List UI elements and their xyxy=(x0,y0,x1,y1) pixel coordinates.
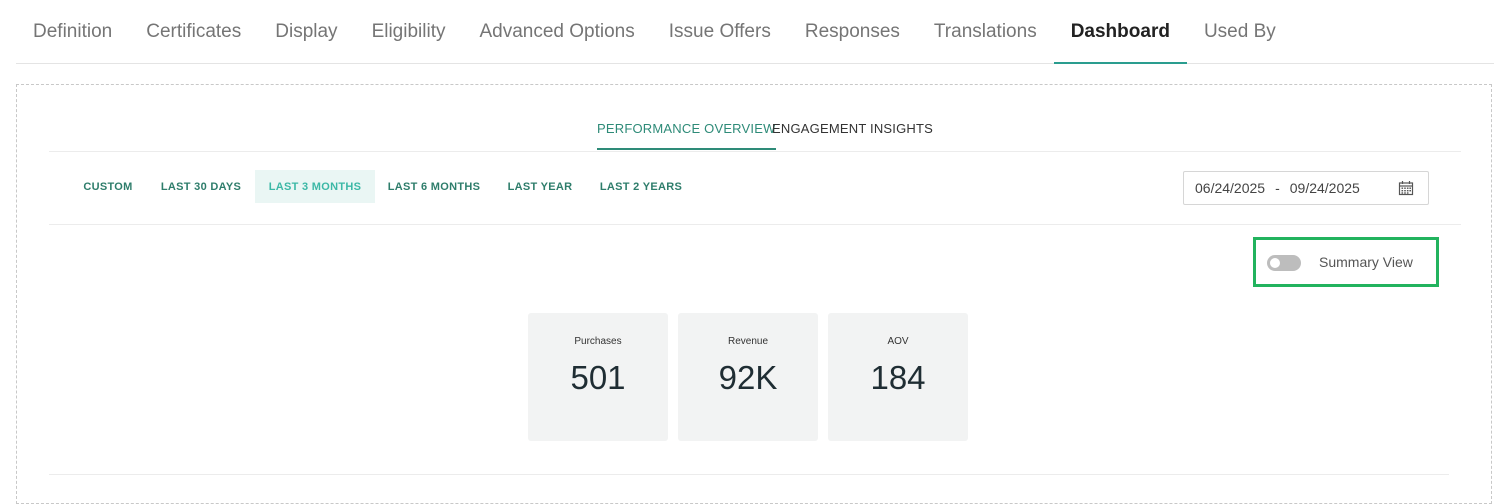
tab-performance-overview[interactable]: PERFORMANCE OVERVIEW xyxy=(597,121,776,150)
date-start[interactable]: 06/24/2025 xyxy=(1195,180,1266,196)
range-last-2-years-button[interactable]: LAST 2 YEARS xyxy=(599,180,683,193)
metric-card-purchases: Purchases 501 xyxy=(528,313,668,441)
dashboard-panel: PERFORMANCE OVERVIEW ENGAGEMENT INSIGHTS… xyxy=(16,84,1492,504)
tab-responses[interactable]: Responses xyxy=(804,20,900,42)
range-last-3-months-button[interactable]: LAST 3 MONTHS xyxy=(255,170,375,203)
summary-view-control: Summary View xyxy=(1253,237,1439,287)
toggle-knob xyxy=(1270,258,1280,268)
metric-value: 501 xyxy=(570,359,626,396)
metric-label: Purchases xyxy=(574,336,622,347)
tab-engagement-insights[interactable]: ENGAGEMENT INSIGHTS xyxy=(772,121,934,136)
range-last-30-days-button[interactable]: LAST 30 DAYS xyxy=(160,180,242,193)
metric-card-revenue: Revenue 92K xyxy=(678,313,818,441)
range-last-year-button[interactable]: LAST YEAR xyxy=(507,180,573,193)
summary-view-label: Summary View xyxy=(1319,254,1413,270)
sub-tab-bar: PERFORMANCE OVERVIEW ENGAGEMENT INSIGHTS xyxy=(49,85,1461,152)
metric-value: 184 xyxy=(870,359,926,396)
top-tab-bar: Definition Certificates Display Eligibil… xyxy=(16,0,1494,64)
tab-issue-offers[interactable]: Issue Offers xyxy=(668,20,771,42)
date-end[interactable]: 09/24/2025 xyxy=(1289,180,1360,196)
metric-label: Revenue xyxy=(727,336,769,347)
tab-definition[interactable]: Definition xyxy=(33,20,113,42)
metric-card-aov: AOV 184 xyxy=(828,313,968,441)
tab-certificates[interactable]: Certificates xyxy=(146,20,242,42)
date-range-row: CUSTOM LAST 30 DAYS LAST 3 MONTHS LAST 6… xyxy=(49,152,1461,225)
divider xyxy=(49,474,1449,475)
tab-advanced-options[interactable]: Advanced Options xyxy=(479,20,635,42)
metric-label: AOV xyxy=(887,336,909,347)
range-last-6-months-button[interactable]: LAST 6 MONTHS xyxy=(387,180,481,193)
tab-used-by[interactable]: Used By xyxy=(1203,20,1276,42)
tab-translations[interactable]: Translations xyxy=(933,20,1037,42)
tab-eligibility[interactable]: Eligibility xyxy=(371,20,446,42)
tab-dashboard[interactable]: Dashboard xyxy=(1053,0,1188,64)
tab-display[interactable]: Display xyxy=(275,20,338,42)
metric-value: 92K xyxy=(718,359,778,396)
summary-view-toggle[interactable] xyxy=(1267,255,1301,271)
range-custom-button[interactable]: CUSTOM xyxy=(83,180,133,193)
date-range-picker[interactable]: 06/24/2025 - 09/24/2025 xyxy=(1183,171,1429,205)
date-separator: - xyxy=(1275,180,1280,196)
calendar-icon[interactable] xyxy=(1398,180,1414,196)
